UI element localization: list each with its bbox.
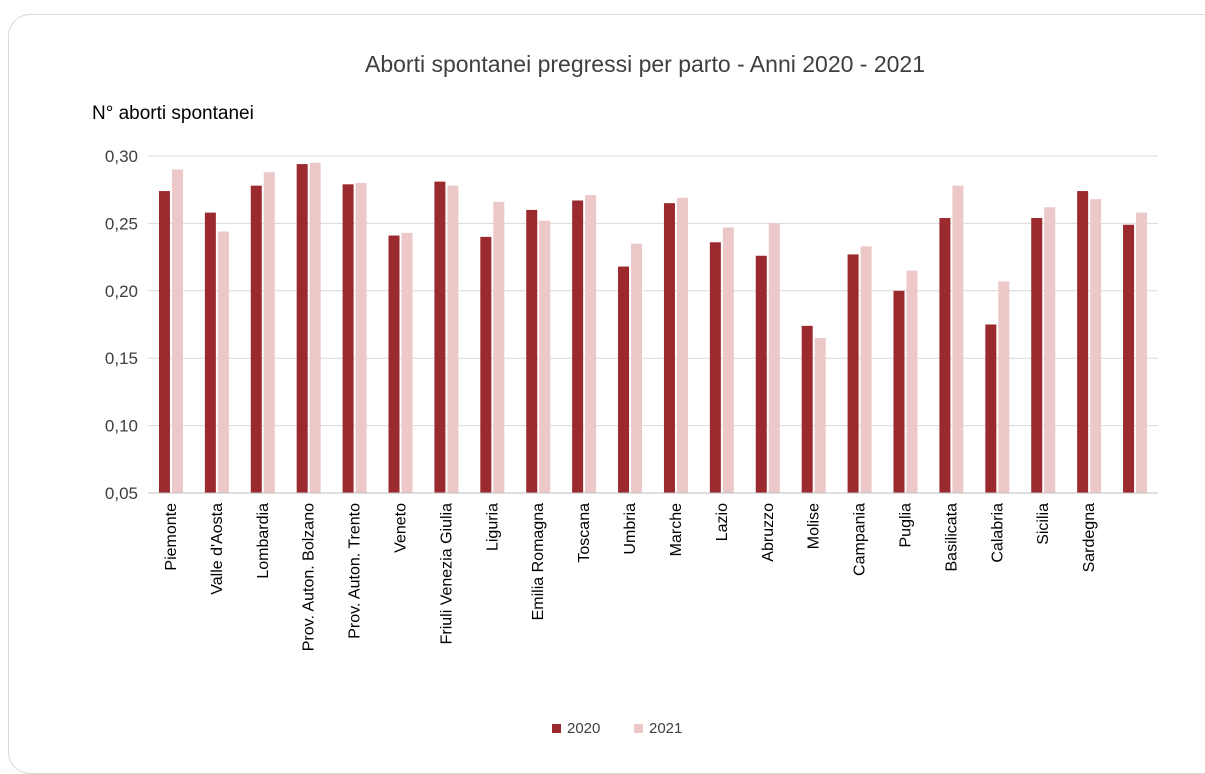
y-tick-label: 0,10 bbox=[105, 417, 138, 436]
bar-2021-marche bbox=[676, 197, 688, 493]
bar-2020-marche bbox=[663, 203, 675, 493]
bar-2020-valle-d-aosta bbox=[204, 212, 216, 493]
x-category-label: Marche bbox=[668, 503, 685, 556]
bar-2020-category-22 bbox=[1123, 224, 1135, 494]
x-category-label: Toscana bbox=[576, 503, 593, 563]
legend: 2020 2021 bbox=[552, 720, 682, 737]
y-tick-label: 0,25 bbox=[105, 214, 138, 233]
category-labels: Piemonte Valle d'Aosta Lombardia Prov. Auto… bbox=[163, 503, 1098, 651]
x-category-label: Valle d'Aosta bbox=[209, 503, 226, 595]
bar-2020-prov-auton-trento bbox=[342, 184, 354, 494]
bar-2020-abruzzo bbox=[755, 255, 767, 493]
bar-2021-prov-auton-trento bbox=[355, 182, 367, 493]
legend-swatch bbox=[634, 724, 643, 733]
x-category-label: Prov. Auton. Bolzano bbox=[301, 503, 318, 651]
bar-2021-emilia-romagna bbox=[539, 220, 551, 494]
bar-2021-category-22 bbox=[1136, 212, 1148, 493]
bar-2021-lazio bbox=[722, 227, 734, 493]
bar-2020-toscana bbox=[572, 200, 584, 493]
x-category-label: Prov. Auton. Trento bbox=[347, 503, 364, 639]
bar-2020-friuli-venezia-giulia bbox=[434, 181, 446, 493]
y-axis-label: N° aborti spontanei bbox=[92, 103, 254, 124]
x-category-label: Lazio bbox=[714, 503, 731, 541]
x-category-label: Piemonte bbox=[163, 503, 180, 571]
bar-2020-calabria bbox=[985, 324, 997, 493]
x-category-label: Emilia Romagna bbox=[530, 503, 547, 620]
y-tick-label: 0,15 bbox=[105, 349, 138, 368]
y-axis-ticks: 0,05 0,10 0,15 0,20 0,25 0,30 bbox=[105, 147, 138, 503]
bar-2021-piemonte bbox=[171, 169, 183, 494]
bar-2020-umbria bbox=[618, 266, 630, 493]
bar-2020-puglia bbox=[893, 290, 905, 493]
x-category-label: Campania bbox=[852, 503, 869, 576]
bar-2021-liguria bbox=[493, 201, 505, 493]
bar-2021-valle-d-aosta bbox=[217, 231, 229, 493]
bar-2021-toscana bbox=[585, 195, 597, 494]
y-tick-label: 0,05 bbox=[105, 484, 138, 503]
bar-2020-lombardia bbox=[250, 185, 262, 493]
x-category-label: Molise bbox=[806, 503, 823, 549]
x-category-label: Sicilia bbox=[1035, 503, 1052, 545]
x-category-label: Lombardia bbox=[255, 503, 272, 579]
bar-2020-basilicata bbox=[939, 218, 951, 493]
y-tick-label: 0,30 bbox=[105, 147, 138, 166]
bar-2020-piemonte bbox=[158, 191, 170, 493]
legend-label: 2021 bbox=[649, 720, 682, 737]
bar-2020-liguria bbox=[480, 236, 492, 493]
bar-2020-sardegna bbox=[1077, 191, 1089, 493]
bars bbox=[158, 162, 1148, 494]
legend-swatch bbox=[552, 724, 561, 733]
x-category-label: Sardegna bbox=[1081, 503, 1098, 572]
bar-2020-molise bbox=[801, 325, 813, 493]
bar-2021-abruzzo bbox=[768, 223, 780, 493]
bar-2021-puglia bbox=[906, 270, 918, 493]
bar-2020-sicilia bbox=[1031, 218, 1043, 493]
x-category-label: Umbria bbox=[622, 503, 639, 555]
bar-2021-campania bbox=[860, 246, 872, 493]
x-category-label: Friuli Venezia Giulia bbox=[438, 503, 455, 645]
bar-2020-campania bbox=[847, 254, 859, 493]
x-category-label: Veneto bbox=[393, 503, 410, 553]
bar-2021-lombardia bbox=[263, 172, 275, 493]
x-category-label: Calabria bbox=[989, 503, 1006, 563]
bar-2021-calabria bbox=[998, 281, 1010, 493]
bar-2021-prov-auton-bolzano bbox=[309, 162, 321, 494]
x-category-label: Basilicata bbox=[943, 503, 960, 572]
bar-2020-emilia-romagna bbox=[526, 209, 538, 494]
bar-2020-veneto bbox=[388, 235, 400, 494]
x-category-label: Puglia bbox=[898, 503, 915, 548]
x-category-label: Liguria bbox=[484, 503, 501, 551]
bar-2021-friuli-venezia-giulia bbox=[447, 185, 459, 493]
chart-title: Aborti spontanei pregressi per parto - A… bbox=[365, 51, 925, 77]
bar-2020-prov-auton-bolzano bbox=[296, 164, 308, 493]
bar-2021-umbria bbox=[631, 243, 643, 493]
bar-2021-sicilia bbox=[1044, 207, 1056, 493]
bar-2021-basilicata bbox=[952, 185, 964, 493]
bar-2021-sardegna bbox=[1090, 199, 1102, 494]
bar-2021-molise bbox=[814, 337, 826, 493]
y-tick-label: 0,20 bbox=[105, 282, 138, 301]
x-category-label: Abruzzo bbox=[760, 503, 777, 562]
bar-2020-lazio bbox=[709, 242, 721, 493]
legend-label: 2020 bbox=[567, 720, 600, 737]
bar-2021-veneto bbox=[401, 232, 413, 493]
